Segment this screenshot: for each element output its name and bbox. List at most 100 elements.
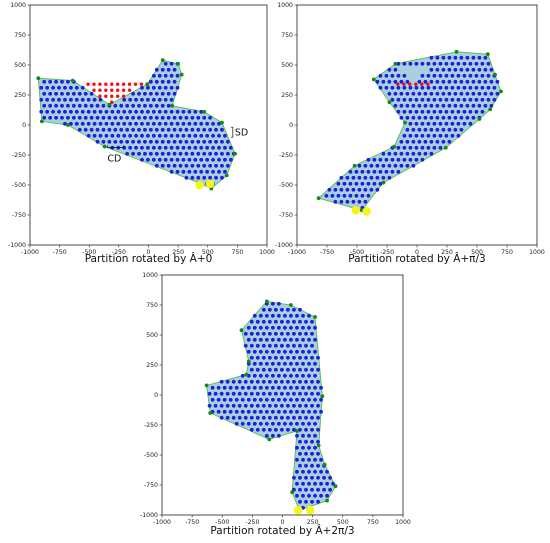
grid-point bbox=[113, 103, 118, 108]
grid-point bbox=[390, 157, 395, 162]
grid-point bbox=[51, 85, 56, 90]
grid-point bbox=[39, 85, 44, 90]
grid-point bbox=[220, 139, 224, 144]
grid-point bbox=[301, 385, 305, 390]
grid-point bbox=[223, 169, 227, 174]
y-tick-label: 750 bbox=[14, 32, 26, 39]
grid-point bbox=[298, 487, 302, 492]
x-tick-label: 750 bbox=[231, 249, 243, 256]
grid-point bbox=[214, 139, 218, 144]
grid-point bbox=[178, 115, 183, 120]
grid-point bbox=[289, 361, 293, 366]
grid-point bbox=[134, 121, 138, 126]
grid-point bbox=[89, 115, 94, 120]
grid-point bbox=[471, 115, 476, 120]
grid-point bbox=[426, 133, 431, 138]
grid-point bbox=[181, 121, 186, 126]
grid-point bbox=[420, 97, 425, 102]
grid-point bbox=[432, 61, 437, 66]
grid-point bbox=[267, 319, 272, 324]
grid-point bbox=[71, 115, 76, 120]
grid-point bbox=[307, 361, 311, 366]
grid-point bbox=[360, 181, 365, 186]
grid-point bbox=[252, 409, 257, 414]
grid-point bbox=[414, 61, 419, 66]
grid-point bbox=[354, 169, 359, 174]
grid-point bbox=[169, 61, 174, 66]
grid-point bbox=[80, 109, 85, 114]
grid-point bbox=[286, 331, 290, 336]
grid-point bbox=[202, 139, 207, 144]
grid-point bbox=[417, 151, 422, 156]
grid-point bbox=[495, 91, 500, 96]
grid-point bbox=[246, 325, 251, 330]
grid-point bbox=[444, 61, 449, 66]
grid-point bbox=[225, 151, 230, 156]
x-tick-label: -1000 bbox=[153, 519, 171, 526]
start-point bbox=[205, 179, 215, 189]
grid-point bbox=[399, 139, 404, 144]
vertex-point bbox=[204, 383, 209, 388]
grid-point bbox=[480, 73, 485, 78]
grid-point bbox=[143, 151, 147, 156]
grid-point bbox=[283, 349, 287, 354]
grid-point bbox=[298, 379, 302, 384]
y-tick-label: -1000 bbox=[275, 242, 293, 249]
grid-point bbox=[279, 307, 284, 312]
grid-point bbox=[190, 139, 195, 144]
grid-point bbox=[42, 79, 47, 84]
grid-point bbox=[328, 475, 332, 480]
grid-point bbox=[363, 187, 368, 192]
unused-point bbox=[92, 88, 96, 92]
grid-point bbox=[148, 79, 153, 84]
grid-point bbox=[184, 115, 189, 120]
grid-point bbox=[360, 169, 365, 174]
grid-point bbox=[301, 373, 305, 378]
grid-point bbox=[86, 133, 91, 138]
grid-point bbox=[63, 121, 67, 126]
grid-point bbox=[252, 361, 257, 366]
grid-point bbox=[468, 85, 473, 90]
grid-point bbox=[459, 115, 464, 120]
grid-point bbox=[450, 97, 455, 102]
grid-point bbox=[169, 73, 174, 78]
grid-point bbox=[468, 121, 473, 126]
grid-point bbox=[357, 187, 362, 192]
grid-point bbox=[66, 79, 70, 84]
grid-point bbox=[264, 421, 269, 426]
grid-point bbox=[163, 109, 168, 114]
grid-point bbox=[252, 421, 257, 426]
grid-point bbox=[119, 139, 124, 144]
grid-point bbox=[60, 115, 64, 120]
grid-point bbox=[462, 121, 467, 126]
grid-point bbox=[286, 391, 290, 396]
grid-point bbox=[270, 433, 275, 438]
start-point bbox=[305, 505, 315, 515]
grid-point bbox=[295, 385, 299, 390]
grid-point bbox=[387, 91, 392, 96]
grid-point bbox=[432, 97, 437, 102]
grid-point bbox=[295, 445, 299, 450]
unused-point bbox=[396, 82, 400, 86]
grid-point bbox=[292, 391, 296, 396]
grid-point bbox=[313, 325, 317, 330]
grid-point bbox=[411, 151, 416, 156]
grid-point bbox=[202, 175, 207, 180]
grid-point bbox=[369, 163, 374, 168]
grid-point bbox=[465, 103, 470, 108]
grid-point bbox=[411, 139, 416, 144]
grid-point bbox=[199, 145, 204, 150]
grid-point bbox=[325, 469, 329, 474]
grid-point bbox=[414, 145, 419, 150]
grid-point bbox=[211, 121, 215, 126]
grid-point bbox=[240, 421, 245, 426]
vertex-point bbox=[233, 151, 237, 156]
x-tick-label: 0 bbox=[281, 519, 285, 526]
grid-point bbox=[316, 475, 320, 480]
y-tick-label: 0 bbox=[154, 392, 158, 399]
grid-point bbox=[172, 91, 177, 96]
grid-point bbox=[199, 133, 204, 138]
grid-point bbox=[187, 133, 192, 138]
grid-point bbox=[372, 181, 377, 186]
grid-point bbox=[249, 415, 254, 420]
